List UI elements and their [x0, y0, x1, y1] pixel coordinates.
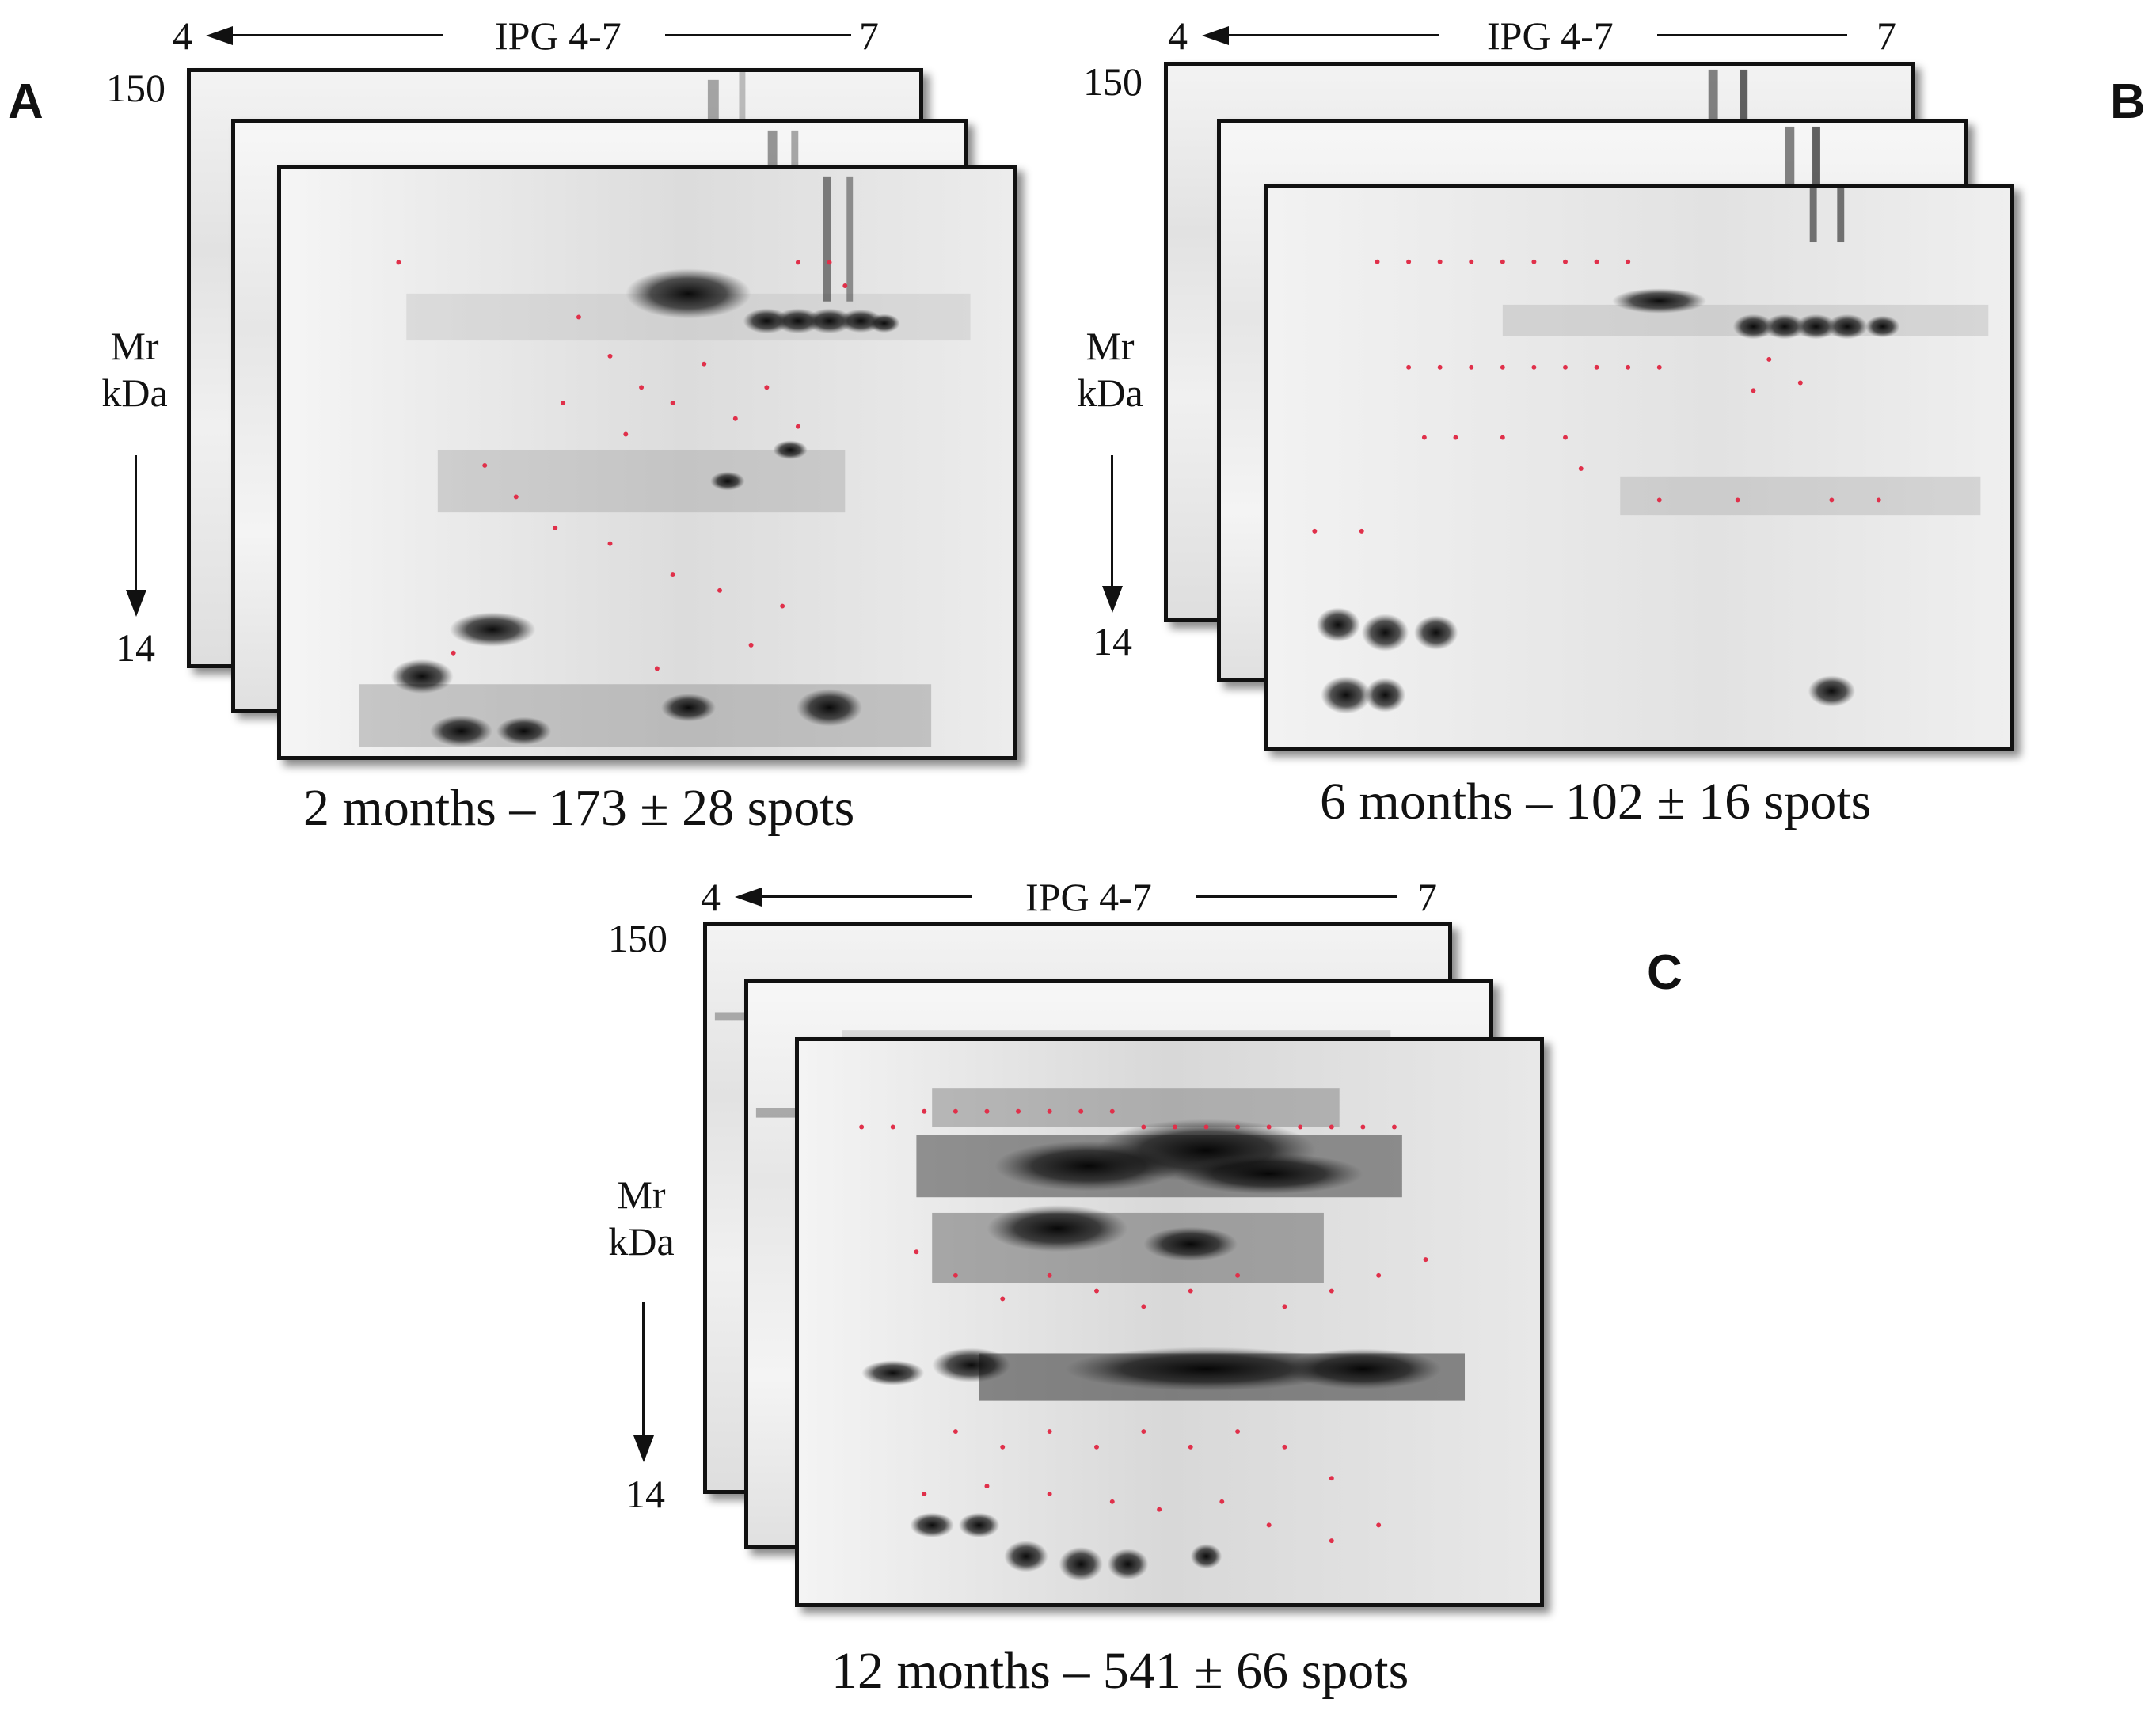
ph-arrow-b [1202, 26, 1229, 45]
mw-bottom-label-a: 14 [116, 625, 155, 670]
gel-replicate-3-b [1264, 184, 2014, 751]
ph-axis-line-c-left [759, 895, 972, 898]
mw-top-label-b: 150 [1083, 59, 1143, 104]
caption-a: 2 months – 173 ± 28 spots [303, 779, 855, 837]
panel-letter-c: C [1647, 945, 1683, 1000]
ph-axis-line-a-right [665, 34, 851, 36]
ph-arrow-c [735, 888, 762, 907]
mw-label-kda-c: kDa [608, 1219, 675, 1264]
ipg-label-c: IPG 4-7 [1025, 875, 1152, 919]
mw-axis-label-c: Mr kDa [598, 1172, 685, 1265]
panel-letter-a: A [8, 74, 44, 129]
mw-arrow-line-b [1111, 455, 1113, 586]
mw-axis-label-a: Mr kDa [91, 323, 178, 416]
ph-left-label-b: 4 [1168, 13, 1188, 58]
ph-axis-line-b-left [1226, 34, 1439, 36]
mw-arrow-line-a [135, 455, 137, 590]
ph-right-label-a: 7 [859, 13, 879, 58]
ipg-label-b: IPG 4-7 [1487, 13, 1614, 58]
mw-bottom-label-c: 14 [626, 1472, 665, 1516]
gel-replicate-3-a [277, 165, 1017, 760]
ph-axis-line-b-right [1657, 34, 1847, 36]
mw-bottom-label-b: 14 [1093, 619, 1132, 663]
mw-label-mr-a: Mr [110, 324, 159, 368]
ph-axis-line-c-right [1196, 895, 1397, 898]
ph-right-label-b: 7 [1877, 13, 1896, 58]
ph-left-label-a: 4 [173, 13, 192, 58]
ipg-label-a: IPG 4-7 [495, 13, 622, 58]
caption-c: 12 months – 541 ± 66 spots [831, 1642, 1409, 1700]
ph-right-label-c: 7 [1417, 875, 1437, 919]
gel-replicate-3-c [795, 1037, 1544, 1607]
mw-top-label-c: 150 [608, 916, 667, 960]
mw-arrow-a [126, 590, 146, 617]
mw-label-mr-c: Mr [617, 1173, 666, 1217]
panel-letter-b: B [2110, 74, 2146, 129]
ph-left-label-c: 4 [701, 875, 721, 919]
mw-arrow-b [1102, 586, 1123, 613]
mw-top-label-a: 150 [106, 66, 165, 110]
mw-arrow-c [633, 1435, 654, 1462]
mw-label-kda-b: kDa [1077, 371, 1143, 415]
ph-arrow-a [206, 26, 233, 45]
mw-label-mr-b: Mr [1086, 324, 1135, 368]
mw-arrow-line-c [642, 1302, 645, 1435]
mw-axis-label-b: Mr kDa [1067, 323, 1154, 416]
caption-b: 6 months – 102 ± 16 spots [1320, 773, 1872, 830]
ph-axis-line-a-left [230, 34, 443, 36]
mw-label-kda-a: kDa [101, 371, 168, 415]
